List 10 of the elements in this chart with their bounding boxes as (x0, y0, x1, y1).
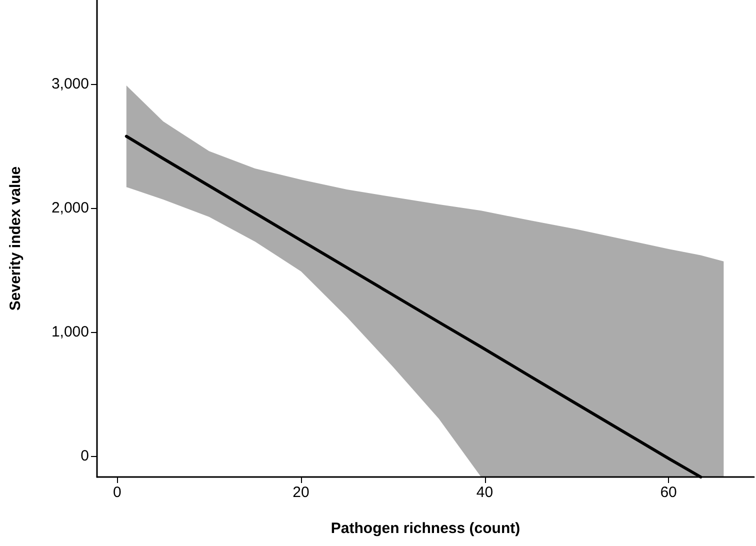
y-tick-label: 3,000 (51, 76, 89, 93)
x-tick-label: 40 (476, 484, 494, 501)
x-tick-label: 60 (660, 484, 677, 501)
x-axis-title: Pathogen richness (count) (330, 520, 520, 537)
y-tick-label: 0 (80, 447, 89, 464)
x-tick-label: 0 (113, 484, 122, 501)
y-tick-label: 1,000 (51, 324, 89, 341)
y-tick-label: 2,000 (51, 200, 89, 217)
x-tick-label: 20 (292, 484, 310, 501)
y-axis-title: Severity index value (7, 166, 24, 311)
